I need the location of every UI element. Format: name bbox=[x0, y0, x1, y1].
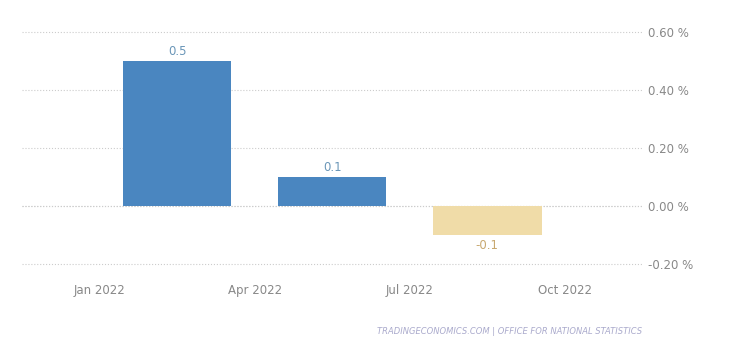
Text: 0.1: 0.1 bbox=[323, 161, 342, 174]
Text: TRADINGECONOMICS.COM | OFFICE FOR NATIONAL STATISTICS: TRADINGECONOMICS.COM | OFFICE FOR NATION… bbox=[377, 327, 642, 336]
Bar bbox=[433, 206, 542, 235]
Bar bbox=[278, 177, 386, 206]
Text: 0.5: 0.5 bbox=[168, 45, 186, 57]
Text: -0.1: -0.1 bbox=[476, 239, 499, 252]
Bar bbox=[123, 61, 231, 206]
